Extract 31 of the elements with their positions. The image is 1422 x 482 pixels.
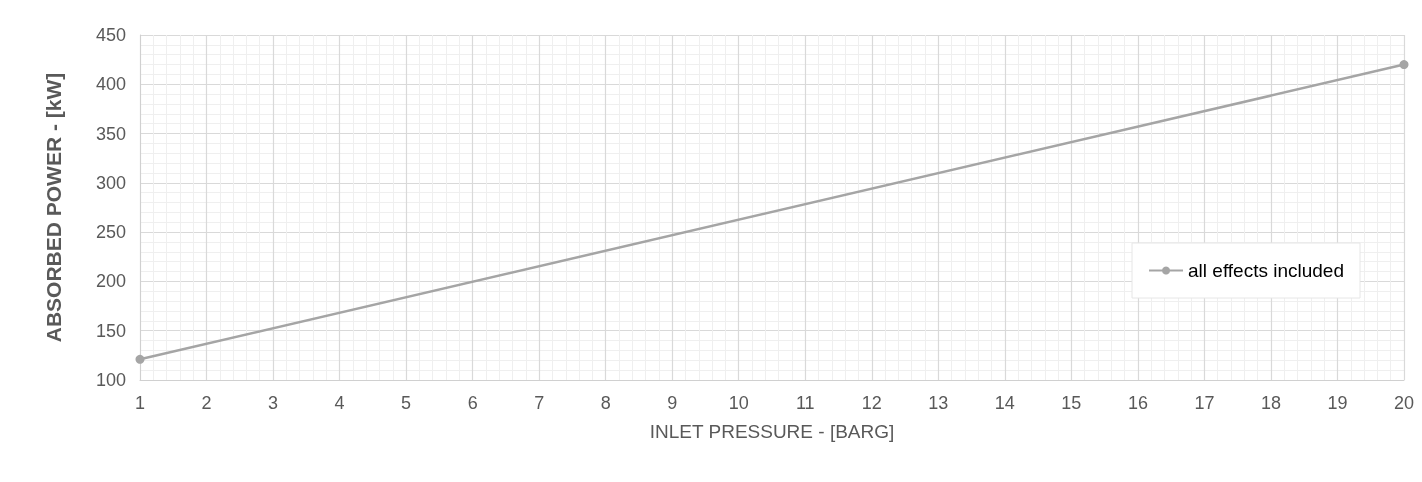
- x-tick-label: 4: [334, 393, 345, 413]
- x-tick-label: 12: [861, 393, 882, 413]
- x-tick-label: 17: [1194, 393, 1215, 413]
- y-tick-label: 300: [95, 172, 126, 193]
- y-tick-label: 100: [95, 370, 126, 390]
- x-tick-label: 8: [600, 393, 611, 413]
- y-tick-label: 150: [95, 320, 126, 341]
- y-tick-label: 250: [95, 222, 126, 243]
- x-tick-label: 7: [534, 393, 545, 413]
- x-tick-label: 6: [467, 393, 478, 413]
- x-tick-label: 16: [1127, 393, 1148, 413]
- x-tick-label: 20: [1393, 393, 1415, 413]
- x-tick-label: 19: [1327, 393, 1348, 413]
- y-axis-title: ABSORBED POWER - [kW]: [42, 72, 65, 343]
- x-tick-label: 5: [401, 393, 412, 413]
- y-tick-label: 200: [95, 271, 126, 292]
- y-tick-label: 400: [95, 74, 126, 95]
- x-tick-label: 13: [928, 393, 949, 413]
- x-tick-label: 15: [1061, 393, 1082, 413]
- x-tick-label: 11: [795, 393, 815, 413]
- y-tick-label: 450: [95, 25, 126, 45]
- x-tick-label: 9: [667, 393, 678, 413]
- x-tick-label: 18: [1260, 393, 1281, 413]
- x-tick-label: 14: [994, 393, 1015, 413]
- x-tick-label: 2: [201, 393, 212, 413]
- x-axis-title: INLET PRESSURE - [BARG]: [649, 421, 895, 442]
- legend-label: all effects included: [1188, 260, 1345, 281]
- x-tick-label: 3: [268, 393, 279, 413]
- x-tick-label: 1: [134, 393, 146, 413]
- y-tick-label: 350: [95, 123, 126, 144]
- x-tick-label: 10: [728, 393, 749, 413]
